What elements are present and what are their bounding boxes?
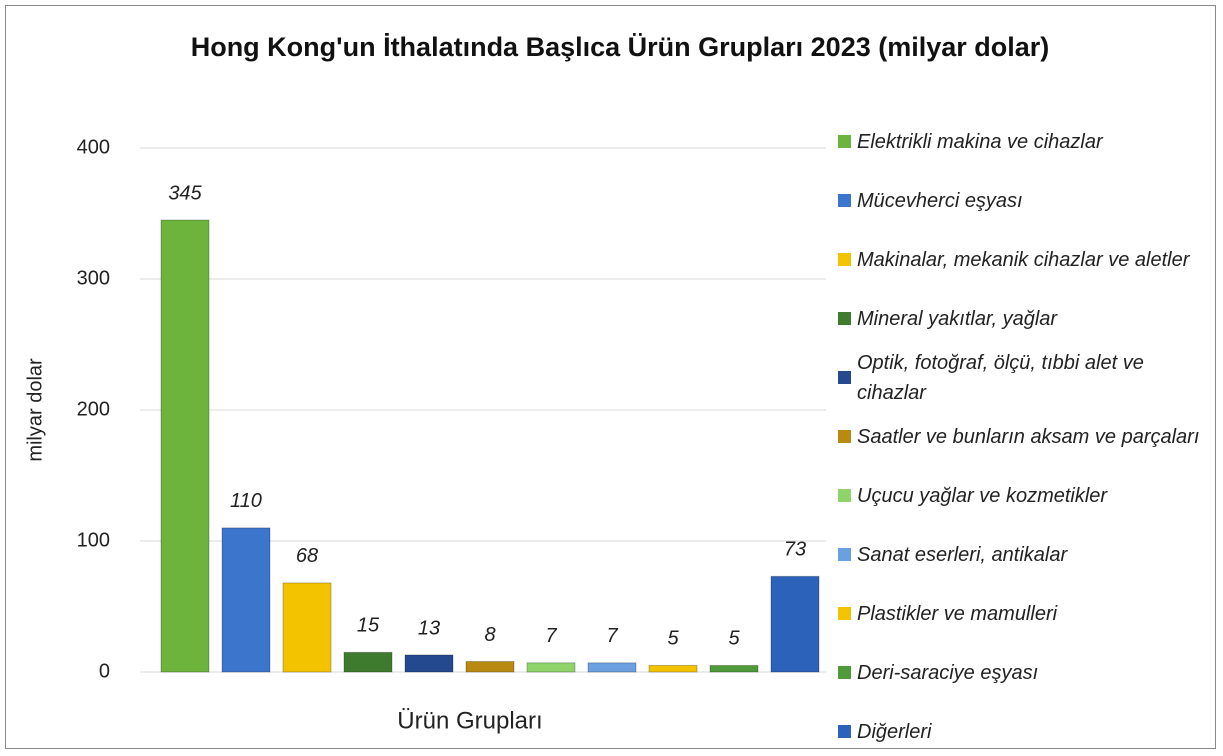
- legend-swatch: [838, 666, 851, 679]
- bar: [282, 582, 332, 673]
- legend-label: Makinalar, mekanik cihazlar ve aletler: [857, 248, 1190, 271]
- legend-item: Diğerleri: [838, 702, 1218, 756]
- legend-swatch: [838, 430, 851, 443]
- legend-label: Elektrikli makina ve cihazlar: [857, 130, 1103, 153]
- y-tick-label: 100: [77, 529, 110, 551]
- legend-label: Saatler ve bunların aksam ve parçaları: [857, 425, 1200, 448]
- legend-item: Elektrikli makina ve cihazlar: [838, 112, 1218, 171]
- legend-swatch: [838, 548, 851, 561]
- bar: [709, 664, 759, 673]
- legend: Elektrikli makina ve cihazlar Mücevherci …: [838, 112, 1218, 756]
- legend-label: Plastikler ve mamulleri: [857, 602, 1058, 625]
- y-tick-label: 400: [77, 136, 110, 158]
- bar: [404, 654, 454, 673]
- data-label: 345: [168, 182, 202, 204]
- legend-swatch: [838, 312, 851, 325]
- legend-swatch: [838, 371, 851, 384]
- data-label: 7: [606, 625, 618, 647]
- bar: [648, 664, 698, 673]
- data-label: 15: [357, 615, 380, 637]
- legend-label: Optik, fotoğraf, ölçü, tıbbi alet ve cih…: [857, 351, 1144, 404]
- legend-item: Makinalar, mekanik cihazlar ve aletler: [838, 230, 1218, 289]
- x-axis-title: Ürün Grupları: [397, 707, 542, 734]
- legend-item: Uçucu yağlar ve kozmetikler: [838, 466, 1218, 525]
- bar: [465, 661, 515, 673]
- bar: [221, 527, 271, 673]
- bar: [160, 219, 210, 673]
- legend-item: Sanat eserleri, antikalar: [838, 525, 1218, 584]
- data-label: 73: [784, 539, 806, 561]
- data-label: 7: [545, 625, 557, 647]
- legend-item: Mineral yakıtlar, yağlar: [838, 289, 1218, 348]
- chart-frame: [5, 5, 1216, 749]
- bar: [770, 575, 820, 673]
- legend-label: Mineral yakıtlar, yağlar: [857, 307, 1058, 330]
- data-label: 5: [667, 628, 679, 650]
- legend-swatch: [838, 607, 851, 620]
- legend-swatch: [838, 194, 851, 207]
- bar: [526, 662, 576, 673]
- data-label: 8: [484, 624, 495, 646]
- legend-swatch: [838, 489, 851, 502]
- legend-item: Plastikler ve mamulleri: [838, 584, 1218, 643]
- legend-label: Mücevherci eşyası: [857, 189, 1023, 212]
- data-label: 68: [296, 545, 318, 567]
- legend-swatch: [838, 725, 851, 738]
- legend-label: Deri-saraciye eşyası: [857, 661, 1039, 684]
- y-axis-title: milyar dolar: [24, 358, 46, 462]
- y-tick-label: 0: [99, 660, 110, 682]
- y-tick-label: 200: [77, 398, 110, 420]
- bar: [587, 662, 637, 673]
- legend-swatch: [838, 253, 851, 266]
- legend-label: Sanat eserleri, antikalar: [857, 543, 1068, 566]
- legend-label: Diğerleri: [857, 720, 932, 743]
- legend-item: Mücevherci eşyası: [838, 171, 1218, 230]
- bar: [343, 651, 393, 673]
- data-label: 110: [230, 490, 262, 512]
- legend-label: Uçucu yağlar ve kozmetikler: [857, 484, 1108, 507]
- y-tick-label: 300: [77, 267, 110, 289]
- legend-swatch: [838, 135, 851, 148]
- legend-item: Deri-saraciye eşyası: [838, 643, 1218, 702]
- legend-item: Saatler ve bunların aksam ve parçaları: [838, 407, 1218, 466]
- data-label: 13: [418, 617, 440, 639]
- data-label: 5: [728, 628, 740, 650]
- chart-title: Hong Kong'un İthalatında Başlıca Ürün Gr…: [190, 32, 1050, 62]
- legend-item: Optik, fotoğraf, ölçü, tıbbi alet ve cih…: [838, 348, 1218, 407]
